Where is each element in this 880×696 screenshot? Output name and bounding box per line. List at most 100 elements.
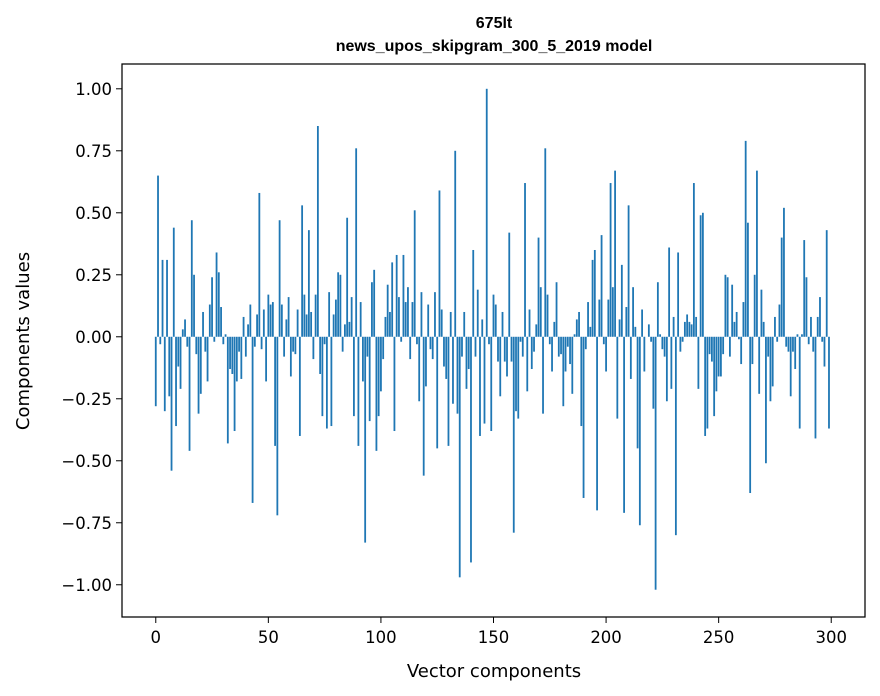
bar-91 (359, 302, 362, 337)
bar-44 (253, 336, 256, 347)
bar-12 (181, 329, 184, 337)
bar-118 (420, 292, 423, 337)
bar-152 (497, 336, 499, 362)
bar-177 (553, 321, 556, 337)
bar-187 (575, 319, 578, 337)
bar-140 (470, 336, 472, 563)
bar-111 (404, 302, 407, 337)
bar-294 (816, 316, 819, 337)
bar-58 (285, 319, 288, 337)
bar-189 (580, 336, 583, 427)
bar-256 (731, 284, 734, 337)
bar-204 (614, 170, 616, 337)
bar-99 (377, 336, 380, 417)
bar-51 (269, 304, 272, 337)
bar-208 (623, 336, 625, 513)
bar-132 (452, 336, 454, 404)
bar-53 (274, 336, 276, 446)
bar-267 (756, 170, 758, 337)
bar-222 (654, 336, 657, 590)
bar-149 (490, 336, 493, 432)
bar-186 (573, 334, 576, 337)
bar-275 (774, 316, 776, 337)
bar-217 (643, 336, 646, 372)
bar-120 (425, 336, 427, 387)
y-tick-label-7: 0.75 (75, 142, 112, 161)
bar-123 (431, 336, 434, 360)
bar-86 (348, 321, 351, 337)
bar-237 (688, 321, 691, 337)
bar-134 (456, 336, 459, 414)
bar-171 (539, 287, 542, 337)
y-axis-label: Components values (13, 252, 34, 430)
bar-57 (283, 336, 286, 357)
bar-259 (738, 336, 740, 340)
bar-253 (724, 274, 727, 337)
bar-98 (375, 336, 378, 451)
bar-264 (749, 336, 752, 494)
bar-145 (481, 319, 484, 337)
bar-249 (715, 336, 718, 392)
bar-235 (683, 321, 686, 337)
bar-64 (298, 336, 301, 436)
bar-282 (789, 336, 792, 397)
chart-subtitle: news_upos_skipgram_300_5_2019 model (336, 38, 653, 55)
x-tick-label-200: 200 (590, 628, 622, 647)
bar-124 (434, 292, 436, 337)
bar-65 (301, 205, 304, 337)
bar-213 (634, 326, 637, 337)
bar-101 (382, 336, 385, 360)
bar-19 (197, 336, 200, 414)
bar-216 (641, 309, 643, 337)
bar-80 (334, 299, 337, 337)
bar-42 (249, 304, 252, 337)
bar-41 (247, 324, 249, 337)
bar-130 (447, 336, 450, 446)
bar-281 (787, 336, 790, 352)
bar-270 (762, 321, 765, 337)
bar-94 (366, 336, 369, 357)
bar-87 (350, 297, 353, 337)
bar-232 (677, 252, 680, 337)
bar-117 (418, 336, 421, 402)
bar-73 (319, 336, 322, 374)
bar-291 (810, 316, 812, 337)
bar-31 (224, 334, 227, 337)
bar-61 (292, 336, 295, 352)
bar-135 (458, 336, 461, 578)
bar-169 (535, 324, 538, 337)
bar-265 (751, 336, 754, 365)
bar-93 (364, 336, 367, 543)
bar-207 (620, 264, 623, 337)
bar-112 (407, 287, 409, 337)
x-tick-label-0: 0 (151, 628, 162, 647)
bar-209 (625, 307, 628, 337)
y-tick-label-5: 0.25 (75, 266, 112, 285)
y-tick-label-8: 1.00 (75, 80, 112, 99)
bar-181 (562, 336, 565, 407)
bar-122 (429, 336, 432, 350)
bar-25 (211, 277, 213, 337)
bar-67 (305, 314, 308, 337)
bar-108 (398, 297, 400, 337)
bar-36 (235, 336, 238, 382)
bar-238 (690, 324, 693, 337)
bar-220 (650, 336, 653, 342)
y-tick-label-3: −0.25 (61, 390, 112, 409)
bar-161 (517, 336, 520, 419)
bar-127 (440, 309, 443, 337)
bar-7 (170, 336, 173, 471)
bar-88 (353, 336, 355, 417)
bar-6 (168, 336, 171, 397)
bar-28 (217, 272, 220, 337)
bar-24 (208, 304, 211, 337)
bar-226 (663, 336, 666, 357)
bar-5 (166, 259, 168, 337)
bar-290 (807, 336, 810, 345)
bar-68 (307, 230, 310, 337)
bar-164 (524, 183, 526, 337)
bar-173 (544, 148, 547, 337)
bar-45 (256, 314, 258, 337)
